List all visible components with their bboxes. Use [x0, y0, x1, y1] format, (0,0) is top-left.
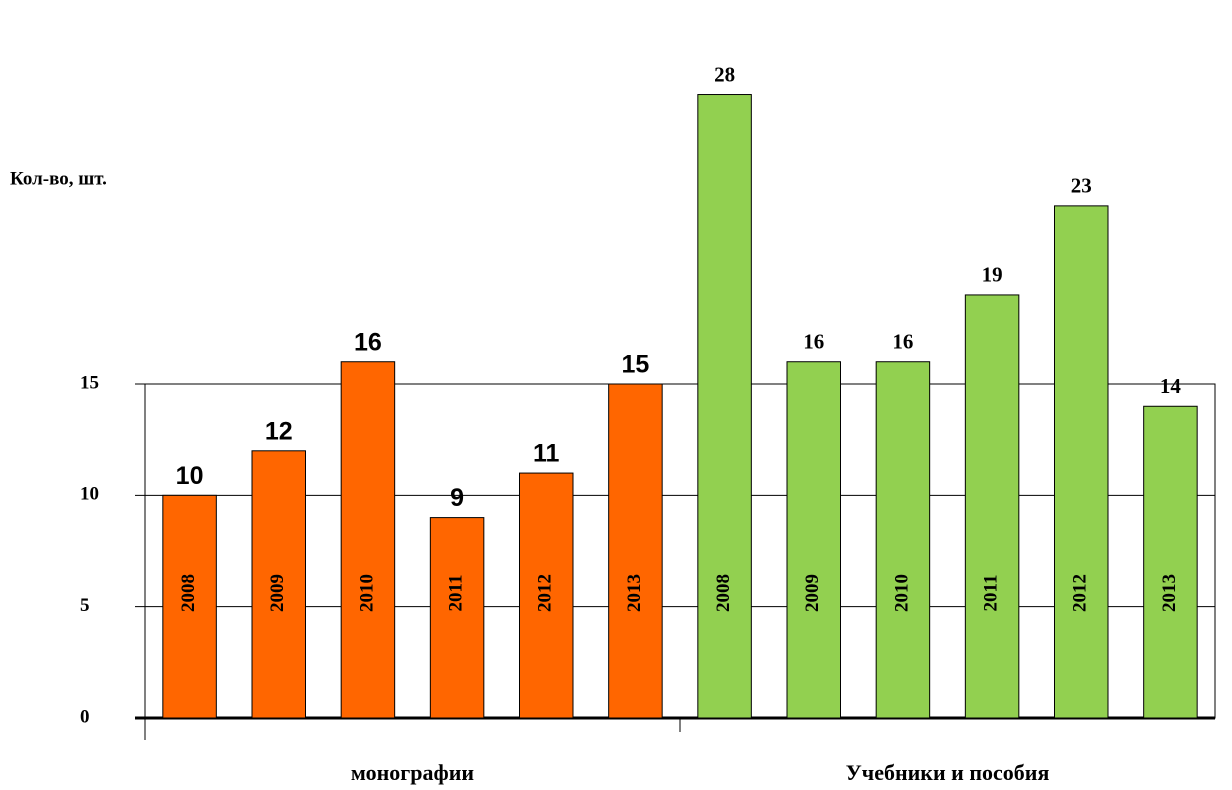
value-label: 10	[176, 462, 204, 490]
bar-category-label: 2009	[267, 574, 288, 612]
value-label: 11	[533, 440, 560, 468]
bar	[162, 494, 217, 719]
value-label: 23	[1071, 174, 1092, 198]
y-tick-label: 10	[80, 484, 99, 505]
y-axis-label: Кол-во, шт.	[10, 168, 107, 189]
bar-category-label: 2011	[980, 575, 1001, 612]
bar-category-label: 2008	[178, 574, 199, 612]
bar	[875, 361, 931, 719]
y-tick-label: 0	[80, 706, 90, 727]
bar	[964, 294, 1020, 719]
bar-category-label: 2012	[535, 574, 556, 612]
bar	[429, 517, 485, 719]
bar-category-label: 2010	[891, 574, 912, 612]
bar-category-label: 2010	[356, 574, 377, 612]
value-label: 28	[714, 62, 735, 86]
bar-category-label: 2012	[1070, 574, 1091, 612]
bar	[1143, 405, 1198, 719]
y-tick-label: 5	[80, 595, 90, 616]
value-label: 16	[354, 328, 382, 356]
value-label: 16	[803, 330, 824, 354]
group-label: монографии	[351, 760, 474, 785]
bar-category-label: 2009	[802, 574, 823, 612]
bar-category-label: 2011	[445, 575, 466, 612]
bar	[340, 361, 396, 719]
bar	[519, 472, 574, 719]
bar	[697, 94, 752, 719]
bar	[1054, 205, 1109, 719]
y-tick-label: 15	[80, 372, 99, 393]
bar-category-label: 2008	[713, 574, 734, 612]
value-label: 15	[622, 351, 650, 379]
group-label: Учебники и пособия	[846, 760, 1050, 785]
value-label: 12	[265, 417, 293, 445]
bar-category-label: 2013	[624, 574, 645, 612]
bar	[251, 450, 306, 719]
value-label: 16	[892, 330, 913, 354]
value-label: 14	[1160, 374, 1182, 398]
bar	[608, 383, 663, 719]
bar	[786, 361, 841, 719]
value-label: 9	[450, 484, 464, 512]
value-label: 19	[982, 263, 1003, 287]
bar-category-label: 2013	[1159, 574, 1180, 612]
